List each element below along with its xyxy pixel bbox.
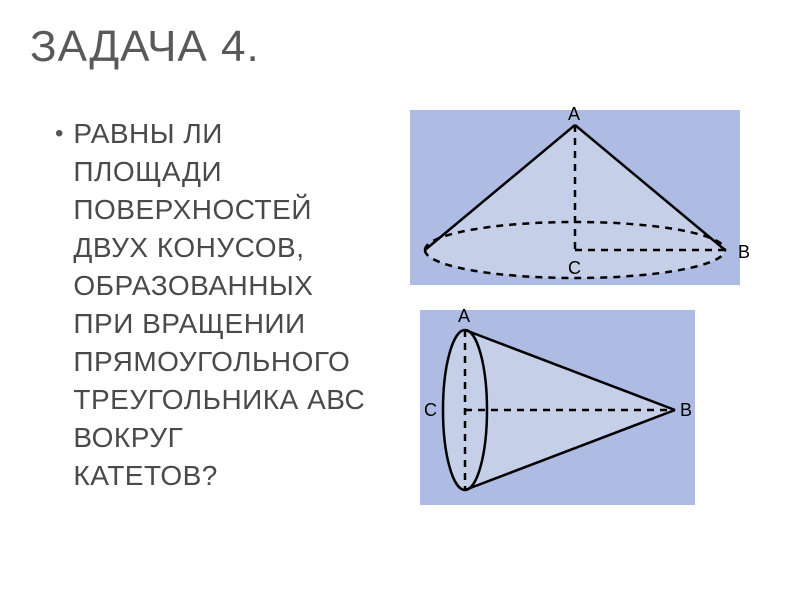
label-B-1: B	[738, 242, 750, 263]
cone-horizontal-svg	[420, 310, 695, 505]
cone1-fill	[425, 125, 725, 278]
bullet-marker: •	[55, 117, 63, 151]
slide-title: ЗАДАЧА 4.	[30, 22, 260, 72]
figure-2: A B C	[420, 310, 695, 505]
bullet-text: РАВНЫ ЛИ ПЛОЩАДИ ПОВЕРХНОСТЕЙ ДВУХ КОНУС…	[73, 115, 365, 495]
slide-body: • РАВНЫ ЛИ ПЛОЩАДИ ПОВЕРХНОСТЕЙ ДВУХ КОН…	[0, 110, 800, 590]
figure-1: A B C	[410, 110, 740, 285]
label-A-1: A	[568, 104, 580, 125]
label-C-2: C	[424, 400, 437, 421]
label-C-1: C	[568, 258, 581, 279]
bullet-block: • РАВНЫ ЛИ ПЛОЩАДИ ПОВЕРХНОСТЕЙ ДВУХ КОН…	[55, 115, 405, 495]
label-A-2: A	[458, 306, 470, 327]
label-B-2: B	[680, 400, 692, 421]
